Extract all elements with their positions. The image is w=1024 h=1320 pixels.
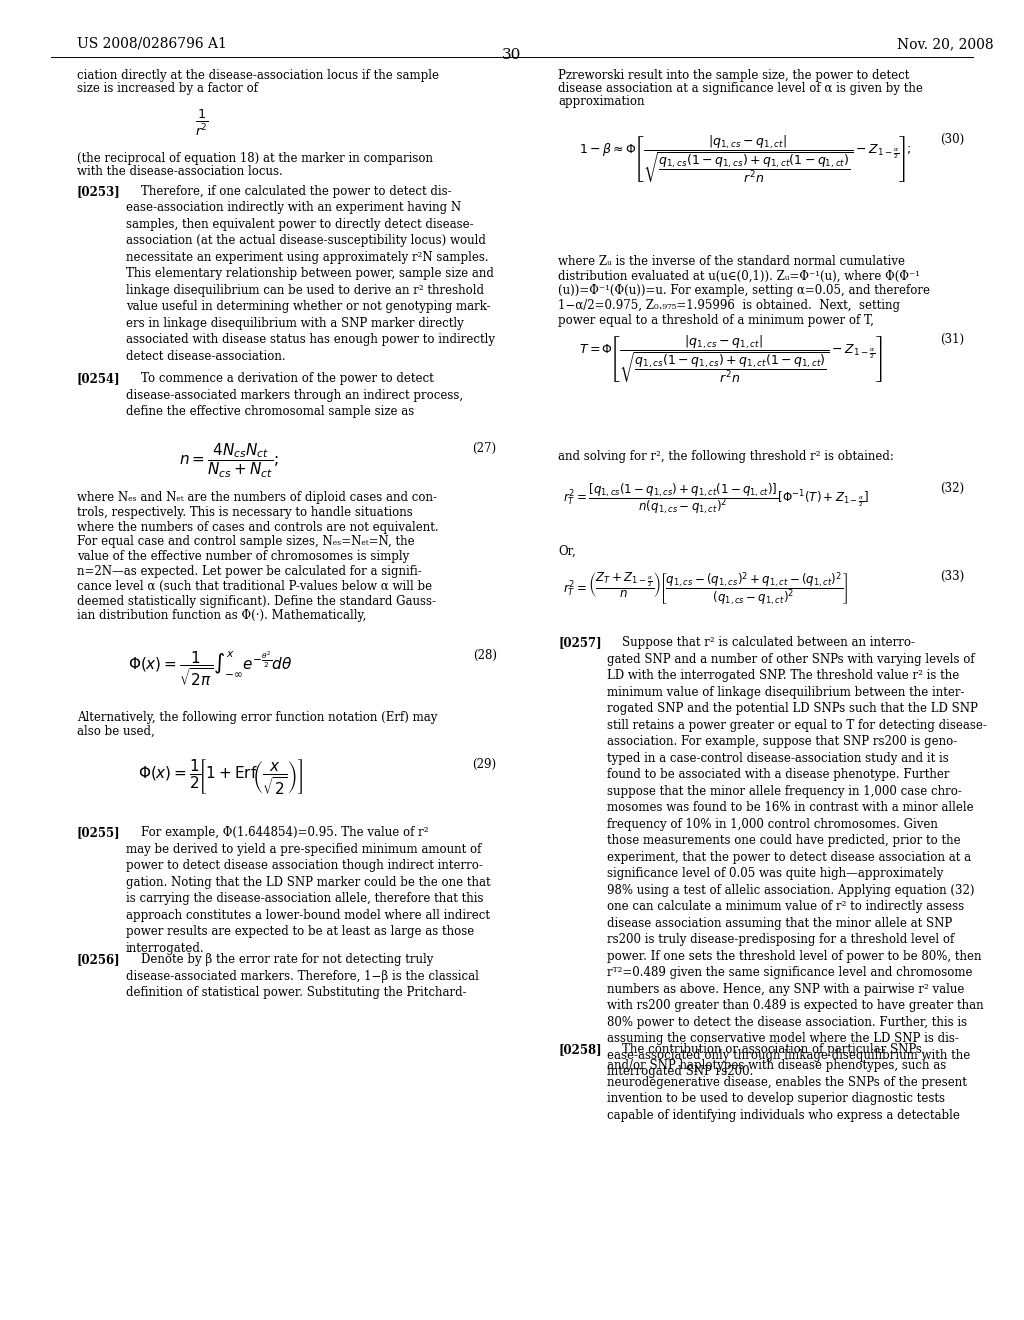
Text: (the reciprocal of equation 18) at the marker in comparison: (the reciprocal of equation 18) at the m… bbox=[77, 152, 433, 165]
Text: Or,: Or, bbox=[558, 545, 575, 558]
Text: $\frac{1}{r^2}$: $\frac{1}{r^2}$ bbox=[195, 108, 208, 139]
Text: cance level α (such that traditional P-values below α will be: cance level α (such that traditional P-v… bbox=[77, 579, 432, 593]
Text: $r_T^2 = \dfrac{[q_{1,cs}(1-q_{1,cs})+q_{1,ct}(1-q_{1,ct})]}{n(q_{1,cs}-q_{1,ct}: $r_T^2 = \dfrac{[q_{1,cs}(1-q_{1,cs})+q_… bbox=[563, 482, 869, 517]
Text: where the numbers of cases and controls are not equivalent.: where the numbers of cases and controls … bbox=[77, 520, 438, 533]
Text: $\Phi(x) = \dfrac{1}{2}\!\left[1 + \mathrm{Erf}\!\left(\dfrac{x}{\sqrt{2}}\right: $\Phi(x) = \dfrac{1}{2}\!\left[1 + \math… bbox=[138, 758, 303, 797]
Text: and solving for r², the following threshold r² is obtained:: and solving for r², the following thresh… bbox=[558, 450, 894, 463]
Text: Nov. 20, 2008: Nov. 20, 2008 bbox=[897, 37, 993, 51]
Text: US 2008/0286796 A1: US 2008/0286796 A1 bbox=[77, 37, 226, 51]
Text: [0257]: [0257] bbox=[558, 636, 602, 649]
Text: deemed statistically significant). Define the standard Gauss-: deemed statistically significant). Defin… bbox=[77, 594, 436, 607]
Text: For example, Φ(1.644854)=0.95. The value of r²
may be derived to yield a pre-spe: For example, Φ(1.644854)=0.95. The value… bbox=[126, 826, 490, 954]
Text: size is increased by a factor of: size is increased by a factor of bbox=[77, 82, 258, 95]
Text: (33): (33) bbox=[940, 570, 965, 583]
Text: [0253]: [0253] bbox=[77, 185, 121, 198]
Text: where Nₑₛ and Nₑₜ are the numbers of diploid cases and con-: where Nₑₛ and Nₑₜ are the numbers of dip… bbox=[77, 491, 437, 504]
Text: $n = \dfrac{4N_{cs}N_{ct}}{N_{cs} + N_{ct}}$;: $n = \dfrac{4N_{cs}N_{ct}}{N_{cs} + N_{c… bbox=[179, 442, 279, 480]
Text: power equal to a threshold of a minimum power of T,: power equal to a threshold of a minimum … bbox=[558, 314, 873, 327]
Text: distribution evaluated at u(u∈(0,1)). Zᵤ=Φ⁻¹(u), where Φ(Φ⁻¹: distribution evaluated at u(u∈(0,1)). Zᵤ… bbox=[558, 269, 921, 282]
Text: [0256]: [0256] bbox=[77, 953, 121, 966]
Text: with the disease-association locus.: with the disease-association locus. bbox=[77, 165, 283, 178]
Text: n=2N—as expected. Let power be calculated for a signifi-: n=2N—as expected. Let power be calculate… bbox=[77, 565, 422, 578]
Text: Alternatively, the following error function notation (Erf) may: Alternatively, the following error funct… bbox=[77, 711, 437, 725]
Text: (30): (30) bbox=[940, 133, 965, 147]
Text: (31): (31) bbox=[940, 333, 965, 346]
Text: $\Phi(x) = \dfrac{1}{\sqrt{2\pi}}\int_{-\infty}^{x} e^{-\frac{\theta^2}{2}} d\th: $\Phi(x) = \dfrac{1}{\sqrt{2\pi}}\int_{-… bbox=[128, 649, 293, 688]
Text: Therefore, if one calculated the power to detect dis-
ease-association indirectl: Therefore, if one calculated the power t… bbox=[126, 185, 495, 363]
Text: 1−α/2=0.975, Z₀.₉₇₅=1.95996  is obtained.  Next,  setting: 1−α/2=0.975, Z₀.₉₇₅=1.95996 is obtained.… bbox=[558, 300, 900, 312]
Text: where Zᵤ is the inverse of the standard normal cumulative: where Zᵤ is the inverse of the standard … bbox=[558, 255, 905, 268]
Text: trols, respectively. This is necessary to handle situations: trols, respectively. This is necessary t… bbox=[77, 506, 413, 519]
Text: approximation: approximation bbox=[558, 95, 644, 108]
Text: also be used,: also be used, bbox=[77, 725, 155, 738]
Text: $T = \Phi\!\left[\dfrac{|q_{1,cs} - q_{1,ct}|}{\sqrt{\dfrac{q_{1,cs}(1-q_{1,cs}): $T = \Phi\!\left[\dfrac{|q_{1,cs} - q_{1… bbox=[579, 333, 883, 384]
Text: (28): (28) bbox=[473, 649, 497, 663]
Text: ian distribution function as Φ(·). Mathematically,: ian distribution function as Φ(·). Mathe… bbox=[77, 610, 367, 622]
Text: $r_T^2 = \left(\dfrac{Z_T + Z_{1-\frac{\alpha}{2}}}{n}\right)\!\left[\dfrac{q_{1: $r_T^2 = \left(\dfrac{Z_T + Z_{1-\frac{\… bbox=[563, 570, 849, 607]
Text: (u))=Φ⁻¹(Φ(u))=u. For example, setting α=0.05, and therefore: (u))=Φ⁻¹(Φ(u))=u. For example, setting α… bbox=[558, 284, 930, 297]
Text: $1 - \beta \approx \Phi\!\left[\dfrac{|q_{1,cs} - q_{1,ct}|}{\sqrt{\dfrac{q_{1,c: $1 - \beta \approx \Phi\!\left[\dfrac{|q… bbox=[579, 133, 911, 185]
Text: [0255]: [0255] bbox=[77, 826, 121, 840]
Text: To commence a derivation of the power to detect
disease-associated markers throu: To commence a derivation of the power to… bbox=[126, 372, 463, 418]
Text: Suppose that r² is calculated between an interro-
gated SNP and a number of othe: Suppose that r² is calculated between an… bbox=[607, 636, 987, 1078]
Text: [0254]: [0254] bbox=[77, 372, 121, 385]
Text: (32): (32) bbox=[940, 482, 965, 495]
Text: Pzreworski result into the sample size, the power to detect: Pzreworski result into the sample size, … bbox=[558, 69, 909, 82]
Text: The contribution or association of particular SNPs
and/or SNP haplotypes with di: The contribution or association of parti… bbox=[607, 1043, 967, 1122]
Text: For equal case and control sample sizes, Nₑₛ=Nₑₜ=N, the: For equal case and control sample sizes,… bbox=[77, 536, 415, 548]
Text: value of the effective number of chromosomes is simply: value of the effective number of chromos… bbox=[77, 550, 409, 564]
Text: (27): (27) bbox=[472, 442, 497, 455]
Text: Denote by β the error rate for not detecting truly
disease-associated markers. T: Denote by β the error rate for not detec… bbox=[126, 953, 479, 999]
Text: disease association at a significance level of α is given by the: disease association at a significance le… bbox=[558, 82, 923, 95]
Text: ciation directly at the disease-association locus if the sample: ciation directly at the disease-associat… bbox=[77, 69, 439, 82]
Text: 30: 30 bbox=[503, 48, 521, 62]
Text: (29): (29) bbox=[472, 758, 497, 771]
Text: [0258]: [0258] bbox=[558, 1043, 602, 1056]
